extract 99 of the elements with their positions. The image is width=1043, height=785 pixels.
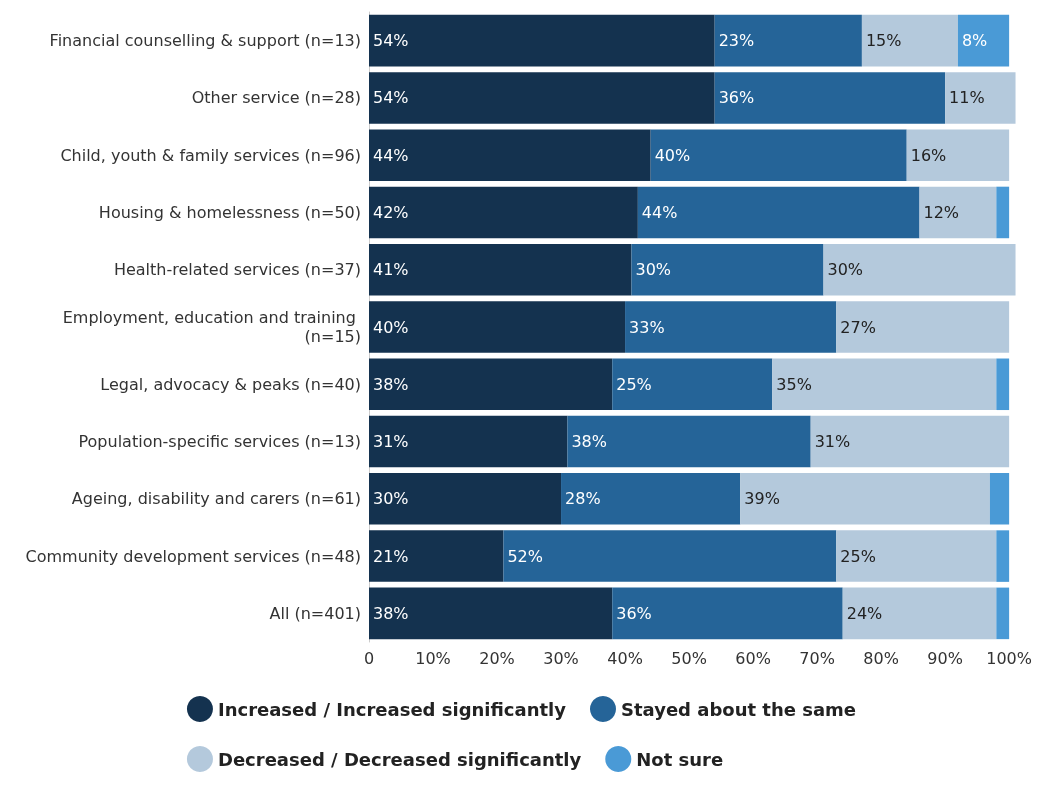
data-label: 36%: [718, 88, 755, 108]
bar: [772, 358, 997, 411]
bar: [906, 129, 1010, 181]
y-tick-label: Health-related services (n=37): [113, 260, 361, 280]
y-tick-label: All (n=401): [269, 603, 361, 623]
y-tick-label: Other service (n=28): [191, 88, 361, 108]
data-label: 40%: [654, 145, 691, 165]
data-label: 40%: [373, 317, 409, 337]
x-tick-label: 40%: [607, 648, 643, 668]
bar: [369, 415, 568, 468]
bar: [369, 72, 715, 124]
bar: [369, 530, 504, 582]
data-label: 25%: [840, 546, 876, 566]
x-tick-label: 100%: [986, 648, 1032, 668]
x-tick-label: 90%: [927, 648, 963, 668]
bar: [369, 243, 632, 296]
x-tick-label: 60%: [735, 648, 771, 668]
bar: [369, 301, 626, 353]
x-tick-label: 0: [363, 648, 375, 668]
data-label: 27%: [840, 317, 876, 337]
bar: [842, 587, 997, 640]
bar: [612, 358, 773, 411]
bar: [919, 186, 997, 239]
bar: [957, 14, 1010, 67]
bar: [369, 358, 613, 411]
y-tick-label: Financial counselling & support (n=13): [49, 31, 361, 51]
data-label: 54%: [373, 88, 409, 108]
data-label: 30%: [373, 489, 409, 509]
bar: [740, 473, 990, 525]
y-tick-label: Population-specific services (n=13): [78, 432, 361, 452]
data-label: 38%: [373, 374, 409, 394]
data-label: 38%: [373, 603, 409, 623]
y-tick-label: Ageing, disability and carers (n=61): [71, 489, 361, 509]
bar: [989, 473, 1010, 525]
bar: [996, 587, 1010, 640]
bar: [861, 14, 958, 67]
data-label: 15%: [865, 31, 902, 51]
data-label: 31%: [373, 432, 409, 452]
data-label: 44%: [641, 202, 678, 222]
data-label: 30%: [827, 260, 864, 280]
bar: [369, 14, 715, 67]
bar: [369, 473, 562, 525]
bar: [567, 415, 811, 468]
bar: [625, 301, 837, 353]
x-tick-label: 10%: [415, 648, 451, 668]
data-label: 24%: [846, 603, 883, 623]
y-tick-label: Housing & homelessness (n=50): [98, 202, 361, 222]
legend-label: Increased / Increased significantly: [217, 698, 567, 720]
data-label: 25%: [616, 374, 652, 394]
bar: [637, 186, 920, 239]
data-label: 33%: [629, 317, 665, 337]
data-label: 35%: [776, 374, 812, 394]
bar: [810, 415, 1010, 468]
bar: [836, 301, 1010, 353]
bar: [369, 587, 613, 640]
bar: [503, 530, 837, 582]
data-label: 52%: [507, 546, 543, 566]
bar: [996, 186, 1010, 239]
y-tick-label: Employment, education and training (n=15): [62, 308, 361, 346]
bar: [369, 186, 638, 239]
x-tick-label: 30%: [543, 648, 579, 668]
x-tick-label: 20%: [479, 648, 515, 668]
data-label: 31%: [814, 432, 851, 452]
bar: [631, 243, 824, 296]
data-label: 54%: [373, 31, 409, 51]
y-tick-label: Community development services (n=48): [25, 546, 361, 566]
data-label: 44%: [373, 145, 409, 165]
bar: [650, 129, 907, 181]
x-tick-label: 80%: [863, 648, 899, 668]
data-label: 11%: [949, 88, 985, 108]
data-label: 41%: [373, 260, 409, 280]
data-label: 23%: [718, 31, 755, 51]
legend-label: Stayed about the same: [621, 698, 857, 720]
bar: [369, 129, 651, 181]
data-label: 30%: [635, 260, 672, 280]
data-label: 8%: [961, 31, 988, 51]
data-label: 28%: [565, 489, 601, 509]
bar: [823, 243, 1016, 296]
x-tick-label: 70%: [799, 648, 835, 668]
data-label: 21%: [373, 546, 409, 566]
bar: [945, 72, 1016, 124]
legend-label: Decreased / Decreased significantly: [217, 748, 582, 770]
bar: [714, 72, 946, 124]
y-tick-label: Legal, advocacy & peaks (n=40): [100, 374, 361, 394]
data-label: 38%: [571, 432, 607, 452]
x-tick-label: 50%: [671, 648, 707, 668]
bar: [996, 530, 1010, 582]
data-label: 36%: [616, 603, 652, 623]
legend-label: Not sure: [636, 748, 724, 770]
bar: [996, 358, 1010, 411]
bar: [561, 473, 741, 525]
data-label: 12%: [923, 202, 960, 222]
bar: [714, 14, 862, 67]
bar: [836, 530, 997, 582]
y-tick-label: Child, youth & family services (n=96): [60, 145, 361, 165]
bar: [612, 587, 843, 640]
data-label: 16%: [910, 145, 947, 165]
data-label: 42%: [373, 202, 409, 222]
data-label: 39%: [744, 489, 780, 509]
